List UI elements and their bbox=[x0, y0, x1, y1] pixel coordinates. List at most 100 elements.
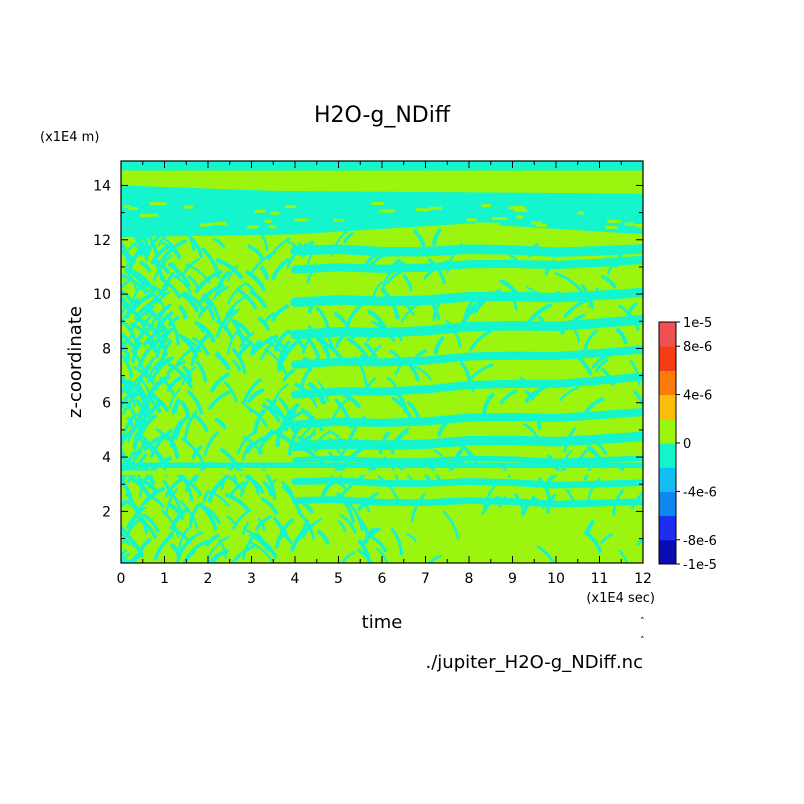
colorbar-swatch bbox=[659, 370, 676, 396]
contour-patch bbox=[166, 314, 180, 346]
contour-patch bbox=[181, 366, 197, 385]
contour-patch bbox=[199, 223, 208, 227]
contour-patch bbox=[607, 219, 621, 223]
contour-patch bbox=[202, 490, 211, 503]
contour-patch bbox=[121, 331, 135, 348]
contour-patch bbox=[371, 202, 385, 206]
contour-patch bbox=[136, 384, 150, 414]
contour-patch bbox=[188, 503, 200, 529]
contour-patch bbox=[128, 372, 146, 393]
contour-patch bbox=[236, 288, 257, 310]
contour-patch bbox=[268, 225, 277, 229]
contour-patch bbox=[164, 476, 185, 498]
contour-patch bbox=[300, 408, 324, 432]
contour-patch bbox=[242, 522, 250, 535]
contour-patch bbox=[202, 293, 221, 322]
contour-patch bbox=[271, 408, 297, 433]
contour-patch bbox=[198, 323, 216, 343]
contour-patch bbox=[137, 414, 157, 441]
contour-patch bbox=[271, 258, 290, 280]
contour-patch bbox=[204, 506, 221, 524]
contour-patch bbox=[156, 321, 169, 337]
contour-patch bbox=[127, 379, 148, 406]
contour-patch bbox=[215, 350, 225, 365]
contour-patch bbox=[489, 222, 500, 226]
contour-patch bbox=[207, 308, 215, 321]
contour-patch bbox=[250, 340, 262, 355]
contour-patch bbox=[198, 502, 218, 531]
contour-patch bbox=[376, 548, 389, 563]
contour-patch bbox=[139, 434, 151, 446]
y-tick-label: 14 bbox=[93, 178, 111, 194]
contour-patch bbox=[584, 530, 603, 554]
y-tick-label: 2 bbox=[102, 504, 111, 520]
contour-patch bbox=[391, 528, 403, 556]
contour-patch bbox=[319, 335, 329, 355]
contour-patch bbox=[254, 209, 266, 213]
colorbar-label: -8e-6 bbox=[683, 534, 717, 549]
contour-patch bbox=[379, 209, 395, 213]
contour-patch bbox=[605, 225, 618, 229]
contour-patch bbox=[130, 305, 155, 330]
contour-patch bbox=[629, 359, 641, 386]
contour-band bbox=[290, 372, 643, 399]
contour-patch bbox=[577, 211, 584, 215]
stray-mark: ˄ bbox=[640, 636, 645, 646]
contour-patch bbox=[167, 262, 191, 288]
contour-patch bbox=[262, 312, 276, 326]
contour-patch bbox=[178, 527, 190, 550]
contour-patch bbox=[122, 302, 145, 326]
contour-patch bbox=[153, 261, 164, 278]
contour-patch bbox=[208, 390, 231, 410]
contour-patch bbox=[271, 304, 290, 322]
contour-patch bbox=[133, 366, 159, 391]
contour-patch bbox=[269, 335, 288, 353]
contour-patch bbox=[250, 250, 277, 274]
contour-patch bbox=[481, 204, 491, 208]
contour-patch bbox=[216, 318, 233, 339]
colorbar-swatch bbox=[659, 467, 676, 492]
contour-patch bbox=[174, 401, 181, 414]
contour-patch bbox=[148, 389, 161, 407]
contour-patch bbox=[530, 221, 542, 225]
colorbar: 1e-5 8e-6 4e-6 0 -4e-6 -8e-6 -1e-5 bbox=[658, 316, 717, 573]
contour-patch bbox=[278, 396, 293, 425]
y-tick-label: 8 bbox=[102, 341, 111, 357]
contour-patch bbox=[333, 218, 344, 222]
contour-patch bbox=[290, 523, 313, 552]
contour-patch bbox=[402, 274, 413, 292]
colorbar-swatch bbox=[659, 515, 676, 541]
contour-patch bbox=[573, 329, 581, 343]
contour-band bbox=[292, 455, 643, 465]
contour-patch bbox=[162, 236, 182, 259]
contour-patch bbox=[204, 431, 219, 456]
contour-patch bbox=[270, 211, 280, 215]
contour-patch bbox=[128, 537, 143, 558]
x-tick-label: 0 bbox=[117, 571, 126, 587]
contour-patch bbox=[184, 205, 193, 209]
contour-patch bbox=[121, 530, 130, 546]
contour-patch bbox=[337, 520, 347, 533]
contour-patch bbox=[228, 481, 246, 499]
contour-patch bbox=[121, 498, 134, 508]
contour-patch bbox=[301, 518, 323, 539]
contour-patch bbox=[121, 338, 131, 362]
contour-patch bbox=[214, 222, 227, 226]
contour-patch bbox=[282, 532, 293, 545]
contour-patch bbox=[170, 262, 181, 280]
contour-patch bbox=[413, 229, 427, 250]
contour-patch bbox=[160, 339, 173, 364]
y-tick-label: 4 bbox=[102, 450, 111, 466]
contour-patch bbox=[343, 232, 354, 244]
contour-patch bbox=[171, 398, 180, 415]
y-unit-label: (x1E4 m) bbox=[40, 130, 99, 145]
contour-patch bbox=[208, 490, 230, 507]
contour-patch bbox=[195, 360, 208, 383]
contour-patch bbox=[255, 515, 272, 531]
x-tick-label: 9 bbox=[508, 571, 517, 587]
contour-patch bbox=[634, 224, 643, 228]
contour-patch bbox=[132, 419, 148, 450]
contour-patch bbox=[247, 244, 265, 261]
contour-patch bbox=[127, 415, 148, 443]
contour-patch bbox=[210, 372, 230, 393]
